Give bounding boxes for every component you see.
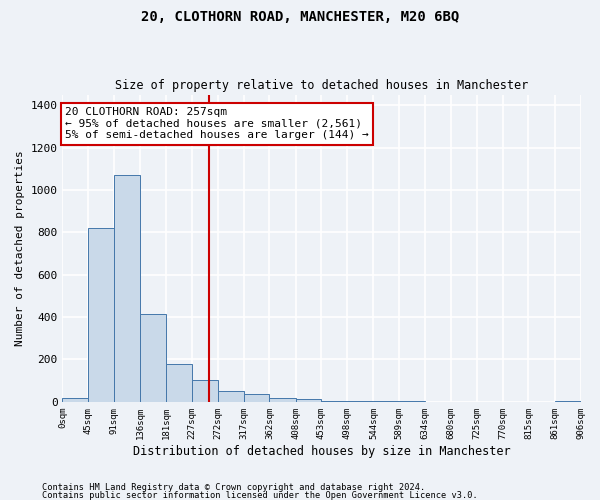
X-axis label: Distribution of detached houses by size in Manchester: Distribution of detached houses by size … [133, 444, 510, 458]
Y-axis label: Number of detached properties: Number of detached properties [15, 150, 25, 346]
Text: 20 CLOTHORN ROAD: 257sqm
← 95% of detached houses are smaller (2,561)
5% of semi: 20 CLOTHORN ROAD: 257sqm ← 95% of detach… [65, 108, 369, 140]
Bar [347, 401, 373, 402]
Text: Contains public sector information licensed under the Open Government Licence v3: Contains public sector information licen… [42, 490, 478, 500]
Bar [192, 380, 218, 402]
Bar [244, 394, 269, 402]
Bar [115, 175, 140, 402]
Bar [88, 228, 115, 402]
Bar [296, 398, 322, 402]
Bar [62, 398, 88, 402]
Text: Contains HM Land Registry data © Crown copyright and database right 2024.: Contains HM Land Registry data © Crown c… [42, 484, 425, 492]
Title: Size of property relative to detached houses in Manchester: Size of property relative to detached ho… [115, 79, 528, 92]
Text: 20, CLOTHORN ROAD, MANCHESTER, M20 6BQ: 20, CLOTHORN ROAD, MANCHESTER, M20 6BQ [141, 10, 459, 24]
Bar [140, 314, 166, 402]
Bar [166, 364, 192, 402]
Bar [322, 401, 347, 402]
Bar [218, 391, 244, 402]
Bar [555, 401, 581, 402]
Bar [269, 398, 296, 402]
